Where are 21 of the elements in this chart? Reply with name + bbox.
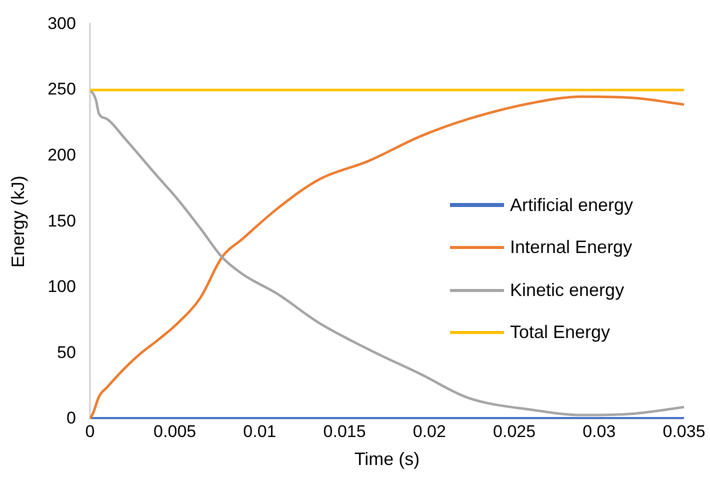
y-tick-label: 300 [48,14,76,33]
y-tick-label: 0 [66,408,76,428]
y-tick-label: 150 [48,211,76,230]
legend-label: Artificial energy [510,194,634,216]
y-tick-label: 250 [48,80,76,99]
x-tick-label: 0.015 [323,422,366,441]
x-tick-label: 0.005 [154,422,196,441]
legend-label: Kinetic energy [510,280,624,301]
y-axis-title: Energy (kJ) [8,176,28,268]
y-tick-label: 200 [48,145,76,164]
x-tick-label: 0.025 [493,422,536,441]
legend-label: Internal Energy [510,237,632,258]
x-tick-label: 0.035 [662,422,706,441]
y-tick-label: 100 [48,277,76,296]
x-axis-title: Time (s) [354,449,420,470]
x-tick-label: 0.02 [412,422,446,441]
y-tick-label: 50 [57,342,76,362]
x-tick-label: 0 [85,422,95,441]
legend-label: Total Energy [510,322,610,344]
x-tick-label: 0.03 [582,422,616,441]
x-tick-label: 0.01 [243,422,276,441]
